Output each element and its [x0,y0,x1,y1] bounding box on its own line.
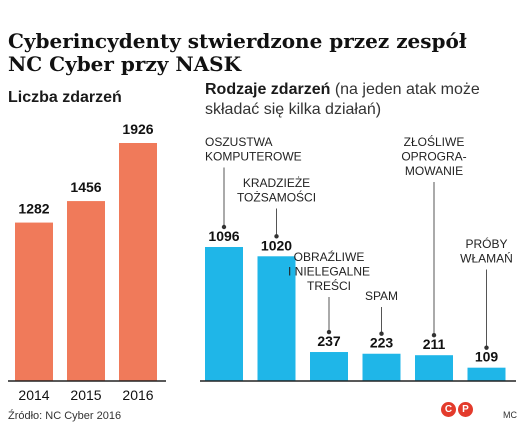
category-label-5-line-0: PRÓBY [465,236,507,251]
category-leader-dot-1 [274,234,279,239]
category-label-4-line-1: OPROGRA- [401,150,466,164]
category-bar-value-0: 1096 [208,228,239,244]
category-label-4-line-0: ZŁOŚLIWE [404,134,465,149]
category-label-0-line-1: KOMPUTEROWE [205,150,302,164]
year-label-2016: 2016 [122,387,153,403]
left-chart-title: Liczba zdarzeń [8,89,122,106]
category-label-1-line-1: TOŻSAMOŚCI [237,190,316,205]
title-line-1: Cyberincydenty stwierdzone przez zespół [8,29,467,53]
logo-letter-c: C [441,402,456,417]
category-bar-value-5: 109 [475,349,499,365]
category-bar-3 [362,353,401,381]
category-label-2-line-1: I NIELEGALNE [288,265,370,279]
left-chart-heading: Liczba zdarzeń [8,88,122,108]
logo-letter-p: P [458,402,473,417]
category-label-4-line-2: MOWANIE [405,164,463,178]
year-bar-2015 [67,201,105,381]
category-leader-dot-2 [326,329,332,335]
right-chart-title: Rodzaje zdarzeń [205,81,331,98]
chart-title: Cyberincydenty stwierdzone przez zespół … [8,30,518,76]
category-bar-value-4: 211 [423,336,446,352]
right-chart-subtitle: (na jeden atak może składać się kilka dz… [205,81,480,118]
category-label-3-line-0: SPAM [365,289,398,303]
category-bar-2 [310,352,348,381]
category-bar-value-2: 237 [317,333,341,349]
year-label-2014: 2014 [18,387,49,403]
category-label-5-line-1: WŁAMAŃ [460,251,513,266]
year-bar-value-2016: 1926 [122,121,153,137]
source-note: Źródło: NC Cyber 2016 [8,410,122,422]
category-bar-value-1: 1020 [261,237,292,253]
category-bar-1 [257,256,296,381]
publisher-logo: C P [441,402,473,417]
year-label-2015: 2015 [70,387,101,403]
year-bar-value-2014: 1282 [18,201,49,217]
right-chart-heading: Rodzaje zdarzeń (na jeden atak może skła… [205,80,505,120]
category-label-2-line-0: OBRAŹLIWE [294,249,365,264]
author-initials: MC [503,410,517,420]
category-leader-dot-3 [379,331,384,336]
category-label-2-line-2: TREŚCI [307,278,351,293]
category-leader-dot-5 [484,345,489,350]
year-bar-2016 [119,143,157,381]
year-bar-value-2015: 1456 [70,179,101,195]
category-label-0-line-0: OSZUSTWA [205,135,273,149]
title-line-2: NC Cyber przy NASK [8,52,241,76]
category-bar-0 [205,247,243,381]
category-leader-dot-4 [431,333,437,338]
category-leader-dot-0 [221,224,227,230]
category-bar-5 [467,367,506,381]
year-bar-2014 [15,222,53,381]
category-bar-value-3: 223 [370,335,394,351]
category-label-1-line-0: KRADZIEŻE [243,176,310,190]
category-bar-4 [415,355,453,381]
